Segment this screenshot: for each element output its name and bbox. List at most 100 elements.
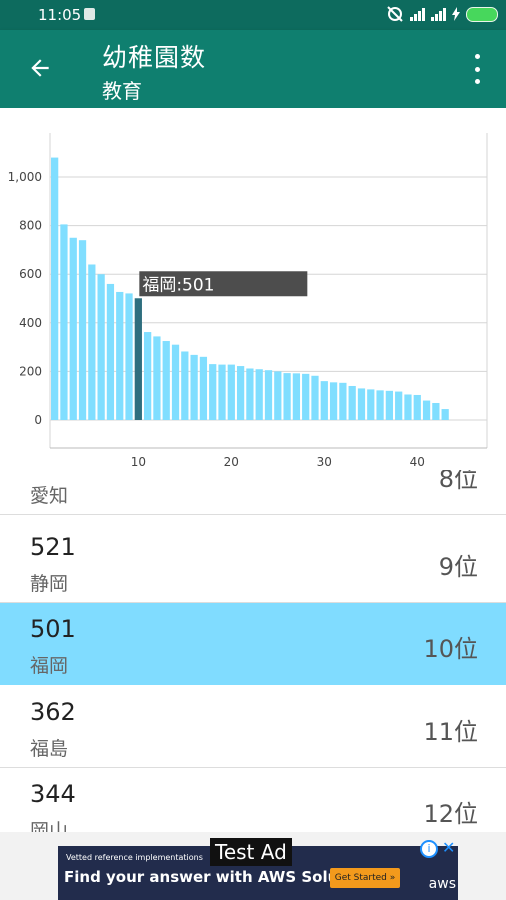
more-dot-icon	[474, 66, 480, 72]
item-value: 527	[30, 470, 76, 473]
item-rank: 11位	[423, 718, 478, 746]
chart-bar[interactable]	[236, 366, 245, 420]
list-item[interactable]: 344 岡山 12位	[0, 768, 506, 832]
status-icons	[386, 6, 498, 22]
ad-close-icon[interactable]: ✕	[442, 838, 456, 857]
x-tick-label: 10	[131, 455, 146, 469]
chart-bar[interactable]	[162, 341, 170, 420]
chart-bar[interactable]	[97, 274, 105, 420]
chart-bar[interactable]	[357, 388, 366, 420]
chart-bar[interactable]	[199, 356, 208, 420]
chart-bar[interactable]	[171, 344, 180, 420]
chart-bar[interactable]	[106, 283, 115, 420]
ranking-list[interactable]: 527 愛知 8位 521 静岡 9位 501 福岡 10位 362 福島 11…	[0, 470, 506, 832]
item-name: 福島	[30, 738, 69, 760]
back-button[interactable]	[22, 50, 58, 86]
item-rank: 9位	[438, 553, 478, 581]
x-tick-label: 20	[224, 455, 239, 469]
chart-bar[interactable]	[395, 391, 403, 420]
chart-bar[interactable]	[246, 368, 254, 420]
page-title: 幼稚園数	[102, 43, 207, 72]
chart-bar[interactable]	[153, 336, 161, 420]
battery-icon	[466, 6, 498, 22]
overflow-menu-button[interactable]	[470, 54, 484, 84]
arrow-back-icon	[31, 59, 49, 77]
signal-icon-2	[431, 7, 446, 21]
chart-bar[interactable]	[88, 264, 96, 420]
page-subtitle: 教育	[102, 79, 142, 103]
app-bar: 幼稚園数 教育	[0, 30, 506, 108]
status-time: 11:05	[38, 6, 82, 24]
item-name: 福岡	[30, 655, 69, 677]
item-name: 岡山	[30, 820, 69, 832]
chart-bar[interactable]	[339, 382, 347, 420]
chart-bar[interactable]	[69, 237, 77, 420]
item-value: 521	[30, 533, 76, 561]
charging-icon	[452, 7, 460, 21]
item-name: 愛知	[30, 485, 69, 507]
chart-bar[interactable]	[376, 390, 384, 420]
test-ad-badge: Test Ad	[210, 838, 292, 866]
y-tick-label: 200	[19, 364, 42, 378]
chart-bar[interactable]	[181, 351, 189, 420]
y-tick-label: 600	[19, 267, 42, 281]
chart-bar[interactable]	[218, 364, 226, 420]
chart-bar[interactable]	[283, 373, 291, 420]
y-tick-label: 1,000	[8, 170, 42, 184]
chart-bar[interactable]	[60, 224, 68, 420]
chart-bar[interactable]	[422, 400, 431, 420]
list-item[interactable]: 362 福島 11位	[0, 686, 506, 768]
bar-chart-svg[interactable]: 0 200 400 600 800 1,000 10 20 30 40 福岡:501	[0, 108, 506, 470]
chart-bar[interactable]	[125, 293, 133, 420]
chart-bar[interactable]	[190, 354, 198, 420]
chart-bar[interactable]	[134, 298, 142, 420]
chart-bar[interactable]	[385, 390, 393, 420]
bar-chart[interactable]: 0 200 400 600 800 1,000 10 20 30 40 福岡:501	[0, 108, 506, 470]
chart-bar[interactable]	[144, 332, 152, 420]
ad-small-text: Vetted reference implementations	[66, 853, 203, 862]
chart-bar[interactable]	[432, 402, 440, 420]
chart-bar[interactable]	[78, 240, 87, 420]
chart-bar[interactable]	[274, 371, 282, 420]
chart-tooltip-box	[139, 271, 308, 297]
chart-bar[interactable]	[320, 381, 328, 420]
x-tick-label: 40	[410, 455, 425, 469]
y-tick-label: 800	[19, 219, 42, 233]
item-value: 344	[30, 780, 76, 808]
chart-bar[interactable]	[302, 373, 310, 420]
chart-tooltip-label: 福岡:501	[142, 275, 214, 295]
chart-bar[interactable]	[329, 382, 338, 420]
chart-bar[interactable]	[51, 157, 59, 420]
chart-bar[interactable]	[264, 370, 273, 420]
list-item[interactable]: 521 静岡 9位	[0, 521, 506, 603]
chart-bar[interactable]	[209, 364, 217, 420]
item-rank: 10位	[423, 635, 478, 663]
ad-headline: Find your answer with AWS Solutions	[64, 868, 381, 886]
item-rank: 8位	[438, 470, 478, 493]
chart-bar[interactable]	[404, 394, 412, 420]
item-value: 501	[30, 615, 76, 643]
chart-bar[interactable]	[413, 394, 421, 420]
chart-bar[interactable]	[255, 369, 263, 420]
item-value: 362	[30, 698, 76, 726]
ad-info-icon[interactable]: i	[420, 840, 438, 858]
y-tick-label: 400	[19, 316, 42, 330]
chart-bar[interactable]	[227, 364, 235, 420]
chart-bar[interactable]	[441, 409, 449, 420]
ad-banner[interactable]: Vetted reference implementations Find yo…	[0, 832, 506, 900]
signal-icon	[410, 7, 425, 21]
chart-bar[interactable]	[311, 375, 319, 420]
item-rank: 12位	[423, 800, 478, 828]
ad-cta-button[interactable]: Get Started »	[330, 868, 400, 888]
status-bar: 11:05	[0, 0, 506, 30]
item-name: 静岡	[30, 573, 69, 595]
chart-bar[interactable]	[292, 373, 301, 420]
list-item-selected[interactable]: 501 福岡 10位	[0, 603, 506, 685]
list-item[interactable]: 527 愛知 8位	[0, 470, 506, 515]
chart-bar[interactable]	[348, 385, 356, 420]
x-tick-label: 30	[317, 455, 332, 469]
more-dot-icon	[474, 79, 480, 84]
more-dot-icon	[474, 54, 480, 59]
chart-bar[interactable]	[367, 389, 375, 420]
chart-bar[interactable]	[116, 291, 124, 420]
